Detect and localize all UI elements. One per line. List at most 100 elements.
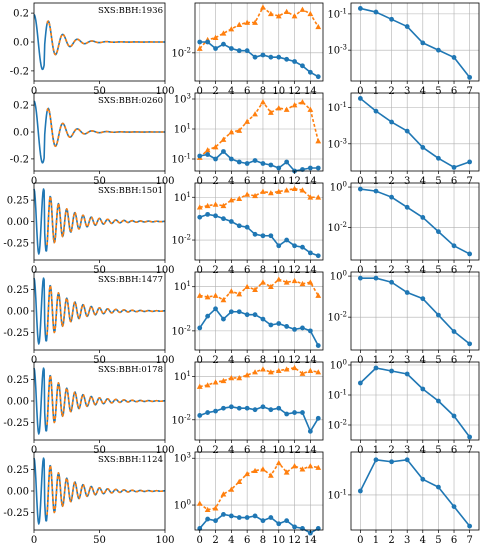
blue-point [404,371,410,377]
x-tick-label: 0 [357,445,363,456]
x-tick-label: 10 [272,86,285,97]
x-tick-label: 1 [373,355,379,366]
simulation-label: SXS:BBH:1124 [98,455,163,465]
x-tick-label: 3 [404,535,410,546]
orange-point [204,147,211,153]
blue-point [260,518,266,524]
blue-point [276,521,282,527]
orange-point [252,286,258,292]
orange-point [299,280,306,287]
orange-point [212,292,219,298]
x-tick-label: 6 [451,445,457,456]
blue-point [221,405,226,411]
x-tick-label: 2 [388,176,394,187]
x-tick-label: 6 [451,86,457,97]
orange-point [267,10,274,17]
overtone-panel: 100 10-1 10-2 0 1 2 3 4 5 6 7 [327,359,480,456]
waveform-fit-line [46,284,166,335]
x-tick-label: 14 [304,176,317,187]
y-tick-label: 100 [174,499,191,512]
x-tick-label: 8 [260,176,266,187]
x-tick-label: 14 [304,355,317,366]
x-tick-label: 50 [93,445,106,456]
blue-point [307,530,313,536]
x-tick-label: 8 [260,86,266,97]
x-tick-label: 2 [212,535,218,546]
x-tick-label: 0 [31,86,37,97]
orange-series-line [199,187,319,209]
blue-point [451,164,457,170]
x-tick-label: 4 [420,355,426,366]
x-tick-label: 1 [373,535,379,546]
blue-point [221,216,226,222]
blue-point [284,56,290,62]
blue-point [357,275,363,281]
orange-point [275,188,282,194]
orange-point [220,297,227,303]
y-tick-label: 10-2 [171,413,191,426]
orange-point [228,374,235,381]
blue-point [451,413,457,419]
blue-point [276,243,282,249]
blue-point [260,161,266,166]
blue-series-line [199,513,319,534]
blue-point [373,457,379,463]
blue-point [467,434,473,440]
waveform-panel: -0.25 0.00 0.25 0 50 100 SXS:BBH:1477 [3,271,175,366]
blue-point [389,16,394,22]
orange-point [267,472,274,478]
blue-point [236,159,242,165]
orange-point [315,292,322,298]
x-tick-label: 7 [466,535,472,546]
x-tick-label: 14 [304,265,317,276]
x-tick-label: 6 [244,445,250,456]
orange-point [315,23,322,30]
blue-point [315,165,321,171]
blue-point [389,459,394,465]
x-tick-label: 3 [404,265,410,276]
blue-point [228,219,234,224]
orange-point [307,10,314,17]
blue-point [373,9,379,15]
blue-point [205,39,211,45]
orange-point [307,106,314,112]
x-tick-label: 14 [304,535,317,546]
blue-point [260,52,266,58]
waveform-fit-line [46,107,166,148]
blue-point [221,316,226,322]
blue-point [292,410,297,415]
panel-frame [194,451,324,531]
panel-frame [194,361,324,441]
x-tick-label: 100 [155,86,174,97]
x-tick-label: 4 [420,445,426,456]
x-tick-label: 10 [272,355,285,366]
x-tick-label: 5 [435,176,441,187]
x-tick-label: 0 [197,176,203,187]
blue-point [467,523,473,529]
y-tick-label: 10-2 [171,324,191,337]
y-tick-label: 10-3 [327,44,347,57]
x-tick-label: 10 [272,445,285,456]
blue-series-line [199,405,319,433]
orange-point [236,291,243,297]
blue-series-line [360,7,471,78]
blue-point [404,204,410,210]
x-tick-label: 6 [451,265,457,276]
y-tick-label: 101 [174,280,191,293]
orange-point [315,464,322,470]
y-tick-label: 10-2 [171,46,191,59]
waveform-panel: -0.2 0.0 0.2 0 50 100 SXS:BBH:0260 [10,92,175,187]
x-tick-label: 10 [272,535,285,546]
waveform-panel: -0.25 0.00 0.25 0 50 100 SXS:BBH:1501 [3,182,175,276]
blue-point [373,108,379,114]
blue-point [284,411,290,417]
orange-point [315,138,322,144]
blue-point [420,386,426,392]
panel-frame [194,92,324,172]
blue-point [315,343,321,348]
blue-point [252,312,258,318]
orange-point [283,187,290,193]
blue-point [307,165,313,171]
y-tick-label: -0.25 [3,418,29,429]
simulation-label: SXS:BBH:1477 [98,275,163,285]
